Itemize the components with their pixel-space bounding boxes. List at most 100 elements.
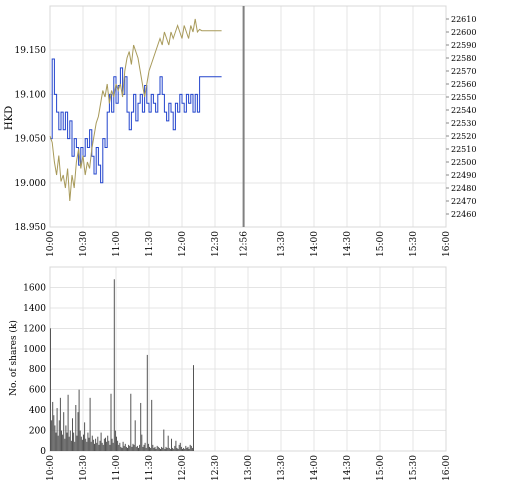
volume-bar xyxy=(120,446,122,451)
volume-bar xyxy=(171,438,172,451)
price-x-tick-label: 14:30 xyxy=(343,231,353,257)
volume-bar xyxy=(184,448,186,451)
volume-bar xyxy=(133,444,135,451)
volume-bar xyxy=(167,435,169,451)
volume-bar xyxy=(83,434,84,451)
volume-x-tick-label: 10:00 xyxy=(46,455,56,481)
price-left-tick-label: 19.100 xyxy=(15,90,47,100)
price-right-tick-label: 22600 xyxy=(451,28,476,37)
volume-x-tick-label: 11:30 xyxy=(145,455,155,481)
volume-bar xyxy=(186,447,188,451)
volume-bar xyxy=(114,430,116,451)
volume-bar xyxy=(95,438,97,451)
volume-bar xyxy=(94,443,95,451)
volume-bar xyxy=(173,448,175,451)
volume-y-tick-label: 1000 xyxy=(23,345,46,355)
volume-bar xyxy=(128,444,130,451)
volume-bar xyxy=(96,442,98,451)
volume-bar xyxy=(147,443,149,451)
volume-bar xyxy=(111,438,113,451)
volume-bar xyxy=(76,435,78,451)
volume-bar xyxy=(132,443,134,451)
price-right-tick-label: 22560 xyxy=(451,80,476,89)
volume-bar xyxy=(153,447,155,451)
volume-bar xyxy=(157,446,159,451)
price-x-tick-label: 10:00 xyxy=(46,231,56,257)
volume-bar xyxy=(77,412,79,451)
price-x-tick-label: 15:30 xyxy=(409,231,419,257)
price-right-tick-label: 22460 xyxy=(451,210,476,219)
volume-bar xyxy=(193,365,194,451)
volume-bar xyxy=(165,446,167,451)
volume-bar xyxy=(64,438,66,451)
volume-bar xyxy=(122,441,124,451)
price-plot-frame xyxy=(49,5,447,228)
price-right-tick-label: 22550 xyxy=(451,93,476,102)
volume-bar xyxy=(116,436,117,451)
volume-bar xyxy=(138,447,139,451)
volume-bar xyxy=(130,393,132,451)
volume-bar xyxy=(160,448,161,451)
price-left-tick-label: 19.000 xyxy=(15,179,47,189)
volume-bar xyxy=(163,429,165,451)
volume-bar xyxy=(191,447,193,451)
price-x-tick-label: 12:00 xyxy=(178,231,188,257)
price-x-tick-label: 12:56 xyxy=(240,231,250,257)
volume-bar xyxy=(187,446,189,451)
volume-bar xyxy=(178,444,180,451)
volume-bar xyxy=(85,438,87,451)
volume-y-tick-label: 600 xyxy=(29,386,46,396)
stock-price-line xyxy=(50,58,222,184)
volume-bar xyxy=(79,430,81,451)
volume-bar xyxy=(55,432,57,451)
volume-x-tick-label: 14:00 xyxy=(310,455,320,481)
volume-bar xyxy=(110,393,112,451)
index-line xyxy=(49,18,222,202)
price-right-tick-label: 22480 xyxy=(451,184,476,193)
volume-x-tick-label: 15:00 xyxy=(376,455,386,481)
volume-bar xyxy=(112,442,114,451)
volume-bar xyxy=(180,446,182,451)
volume-bar xyxy=(66,432,68,451)
volume-bar xyxy=(179,442,181,451)
volume-bar xyxy=(99,440,101,451)
volume-bar xyxy=(109,444,111,451)
volume-x-tick-label: 11:00 xyxy=(112,455,122,481)
volume-bar xyxy=(86,441,88,451)
volume-bar xyxy=(117,440,119,451)
volume-bar xyxy=(59,397,61,451)
volume-bar xyxy=(168,447,170,451)
volume-bar xyxy=(131,446,133,451)
volume-x-tick-label: 13:30 xyxy=(277,455,287,481)
price-x-tick-label: 16:00 xyxy=(442,231,452,257)
price-x-tick-label: 12:30 xyxy=(211,231,221,257)
volume-bar xyxy=(150,447,152,451)
volume-bar xyxy=(144,442,146,451)
volume-bar xyxy=(164,448,166,451)
volume-bar xyxy=(145,447,147,451)
volume-y-axis-label: No. of shares (k) xyxy=(8,320,19,396)
volume-bar xyxy=(125,446,127,451)
volume-bar xyxy=(68,436,70,451)
volume-y-tick-label: 0 xyxy=(40,447,46,457)
volume-x-tick-label: 14:30 xyxy=(343,455,353,481)
volume-bar xyxy=(121,447,123,451)
price-right-tick-label: 22500 xyxy=(451,158,476,167)
volume-bar xyxy=(140,402,142,451)
volume-bar xyxy=(162,447,164,451)
volume-bar xyxy=(176,447,178,451)
volume-bar xyxy=(69,430,71,451)
price-right-tick-label: 22470 xyxy=(451,197,476,206)
volume-bar xyxy=(75,405,77,451)
volume-bar xyxy=(54,425,56,451)
volume-bar xyxy=(72,418,73,451)
volume-bar xyxy=(102,444,104,451)
volume-bar xyxy=(98,444,100,451)
volume-y-tick-label: 1200 xyxy=(23,324,46,334)
price-right-tick-label: 22510 xyxy=(451,145,476,154)
volume-bar xyxy=(67,394,69,451)
volume-bar xyxy=(57,435,59,451)
price-x-tick-label: 14:00 xyxy=(310,231,320,257)
volume-bar xyxy=(141,434,143,451)
